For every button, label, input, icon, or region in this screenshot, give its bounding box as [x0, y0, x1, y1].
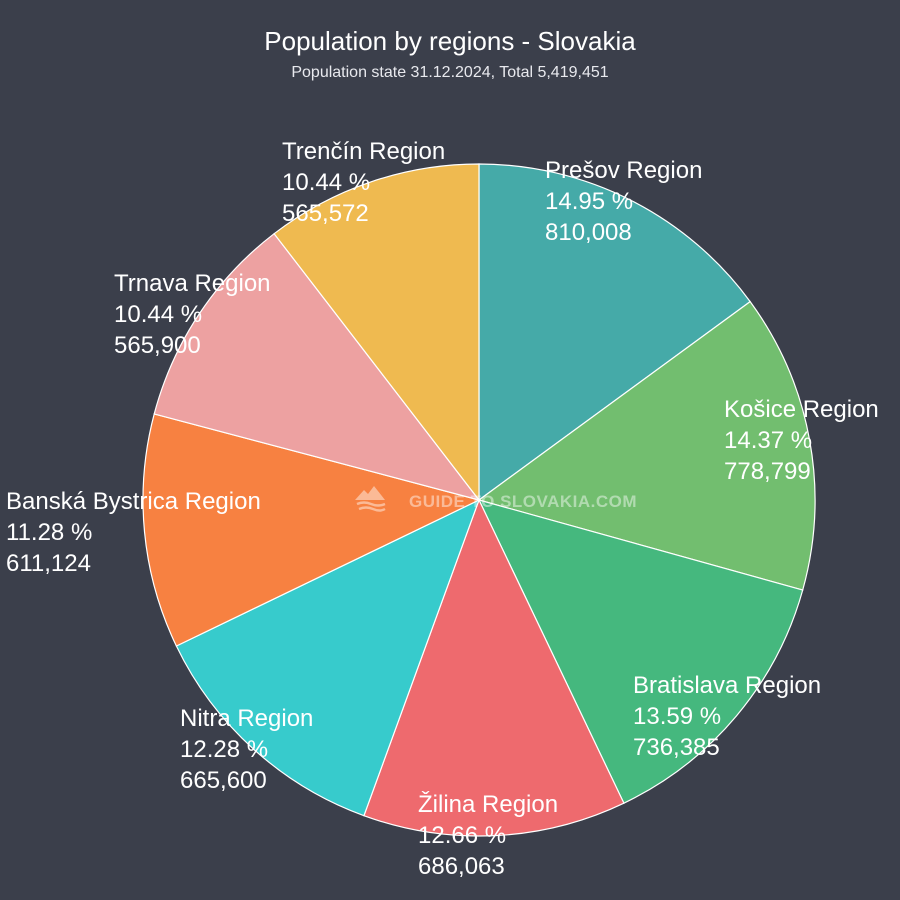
- slice-label: Prešov Region: [545, 157, 702, 184]
- chart-subtitle: Population state 31.12.2024, Total 5,419…: [291, 64, 609, 81]
- slice-label: Trenčín Region: [282, 138, 445, 165]
- slice-label: Trnava Region: [114, 270, 271, 297]
- slice-label: Nitra Region: [180, 705, 313, 732]
- watermark: GUIDE TO SLOVAKIA.COM: [355, 486, 637, 512]
- pie-slices: [142, 163, 816, 837]
- slice-label: Žilina Region: [418, 791, 558, 818]
- pie-slice: [175, 498, 481, 817]
- slice-value: 736,385: [633, 734, 720, 761]
- slice-label: Banská Bystrica Region: [6, 488, 261, 515]
- slice-value: 778,799: [724, 458, 811, 485]
- pie-slice: [477, 499, 804, 804]
- chart-title: Population by regions - Slovakia: [264, 26, 636, 56]
- pie-slice: [477, 300, 816, 591]
- pie-slice: [153, 232, 481, 502]
- pie-slice: [142, 413, 481, 647]
- slice-percent: 14.37 %: [724, 427, 812, 454]
- slice-percent: 10.44 %: [282, 169, 370, 196]
- slice-percent: 12.28 %: [180, 736, 268, 763]
- slice-percent: 11.28 %: [6, 519, 92, 546]
- slice-percent: 14.95 %: [545, 188, 633, 215]
- slice-value: 810,008: [545, 219, 632, 246]
- slice-value: 611,124: [6, 550, 91, 577]
- slice-percent: 13.59 %: [633, 703, 721, 730]
- pie-slice: [363, 498, 625, 837]
- watermark-text: GUIDE TO SLOVAKIA.COM: [409, 492, 637, 511]
- pie-slice: [273, 163, 480, 502]
- slice-percent: 12.66 %: [418, 822, 506, 849]
- slice-value: 565,572: [282, 200, 369, 227]
- slice-value: 686,063: [418, 853, 505, 880]
- mountain-wave-icon: [355, 486, 386, 512]
- slice-percent: 10.44 %: [114, 301, 202, 328]
- slice-value: 665,600: [180, 767, 267, 794]
- pie-labels: Prešov Region 14.95 % 810,008 Košice Region…: [6, 138, 879, 880]
- slice-value: 565,900: [114, 332, 201, 359]
- pie-slice: [478, 163, 751, 502]
- slice-label: Košice Region: [724, 396, 879, 423]
- slice-label: Bratislava Region: [633, 672, 821, 699]
